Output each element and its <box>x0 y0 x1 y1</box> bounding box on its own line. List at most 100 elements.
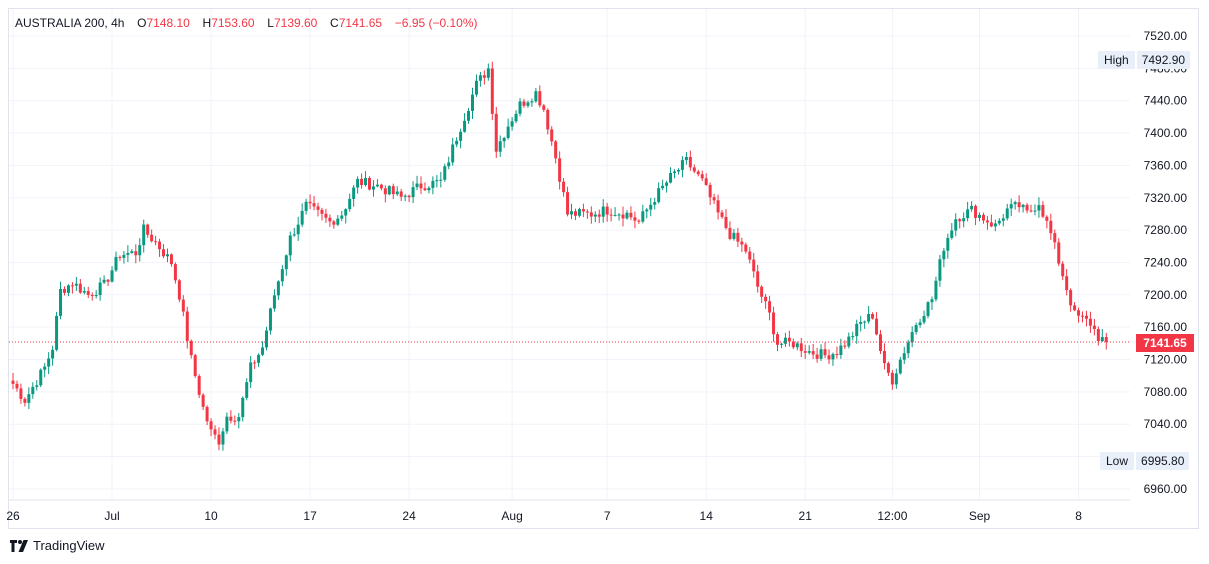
candle-body <box>498 141 502 152</box>
candle-body <box>526 102 530 106</box>
candle-body <box>66 285 70 293</box>
candle-body <box>142 224 146 246</box>
candle-body <box>708 184 712 198</box>
candle-body <box>138 245 142 256</box>
candle-body <box>371 186 375 190</box>
candle-body <box>981 214 985 221</box>
candle-body <box>775 334 779 345</box>
candle-body <box>506 126 510 138</box>
candle-body <box>562 181 566 193</box>
candle-body <box>1057 242 1061 264</box>
candle-body <box>692 167 696 172</box>
candle-body <box>514 113 518 122</box>
candle-body <box>122 254 126 258</box>
candle-body <box>308 201 312 204</box>
candle-body <box>787 337 791 342</box>
candle-body <box>716 200 720 213</box>
candle-body <box>649 204 653 210</box>
candle-body <box>1049 220 1053 234</box>
candle-body <box>368 178 372 190</box>
candle-body <box>910 332 914 343</box>
high-value: 7153.60 <box>211 16 255 30</box>
candle-body <box>585 211 589 213</box>
candle-body <box>27 394 31 403</box>
candle-body <box>641 211 645 222</box>
candle-body <box>284 255 288 270</box>
low-marker-value: 6995.80 <box>1136 452 1190 470</box>
candle-body <box>439 179 443 181</box>
candle-body <box>1065 276 1069 291</box>
candle-body <box>280 269 284 282</box>
candle-body <box>625 212 629 219</box>
candle-body <box>839 345 843 355</box>
candle-body <box>653 202 657 205</box>
candle-body <box>522 101 526 106</box>
tradingview-brand[interactable]: TradingView <box>10 538 105 553</box>
candle-body <box>336 218 340 225</box>
candle-body <box>597 214 601 217</box>
candle-body <box>922 315 926 323</box>
candle-body <box>851 336 855 338</box>
candle-body <box>863 321 867 323</box>
x-tick-label: 7 <box>604 509 611 523</box>
candle-body <box>193 355 197 377</box>
candle-body <box>593 214 597 217</box>
candle-body <box>724 216 728 229</box>
candle-body <box>938 259 942 281</box>
candle-body <box>407 195 411 198</box>
candle-body <box>253 362 257 364</box>
y-tick-label: 7400.00 <box>1144 126 1188 140</box>
candle-body <box>324 213 328 218</box>
high-marker-value: 7492.90 <box>1136 51 1191 69</box>
candle-body <box>783 337 787 344</box>
candle-body <box>98 282 102 296</box>
candle-body <box>779 343 783 345</box>
x-tick-label: Aug <box>501 509 522 523</box>
candle-body <box>486 68 490 78</box>
candle-body <box>637 220 641 222</box>
interval-label: 4h <box>111 16 125 30</box>
candle-body <box>573 211 577 216</box>
candle-body <box>1025 204 1029 211</box>
candle-body <box>217 434 221 445</box>
candle-body <box>451 144 455 163</box>
low-value: 7139.60 <box>273 16 318 30</box>
candle-body <box>1021 204 1025 208</box>
candle-body <box>1005 208 1009 219</box>
candle-body <box>720 212 724 217</box>
candle-body <box>51 349 55 359</box>
symbol-name: AUSTRALIA 200 <box>15 16 105 30</box>
candle-body <box>1081 315 1085 317</box>
candle-body <box>55 315 59 350</box>
candle-body <box>1033 210 1037 212</box>
candle-body <box>197 376 201 395</box>
candle-body <box>459 131 463 141</box>
candle-body <box>736 232 740 242</box>
candle-body <box>39 369 43 386</box>
candle-body <box>340 215 344 219</box>
candle-body <box>1100 337 1104 342</box>
candle-body <box>114 256 118 271</box>
low-marker-label: Low <box>1100 452 1135 470</box>
candle-body <box>1077 310 1081 316</box>
x-tick-label: 10 <box>204 509 218 523</box>
chart-frame[interactable] <box>8 8 1199 529</box>
y-tick-label: 7520.00 <box>1144 29 1188 43</box>
candle-body <box>601 206 605 217</box>
candle-body <box>403 195 407 197</box>
candle-body <box>237 417 241 422</box>
candle-body <box>530 101 534 103</box>
candle-body <box>257 354 261 363</box>
candle-body <box>265 330 269 348</box>
candle-body <box>1029 210 1033 212</box>
candle-body <box>886 363 890 373</box>
candle-body <box>752 259 756 272</box>
candle-body <box>447 162 451 167</box>
candle-body <box>225 416 229 432</box>
candle-body <box>906 342 910 354</box>
candle-body <box>213 429 217 435</box>
candle-body <box>35 385 39 387</box>
candle-body <box>154 241 158 243</box>
candle-body <box>383 188 387 195</box>
